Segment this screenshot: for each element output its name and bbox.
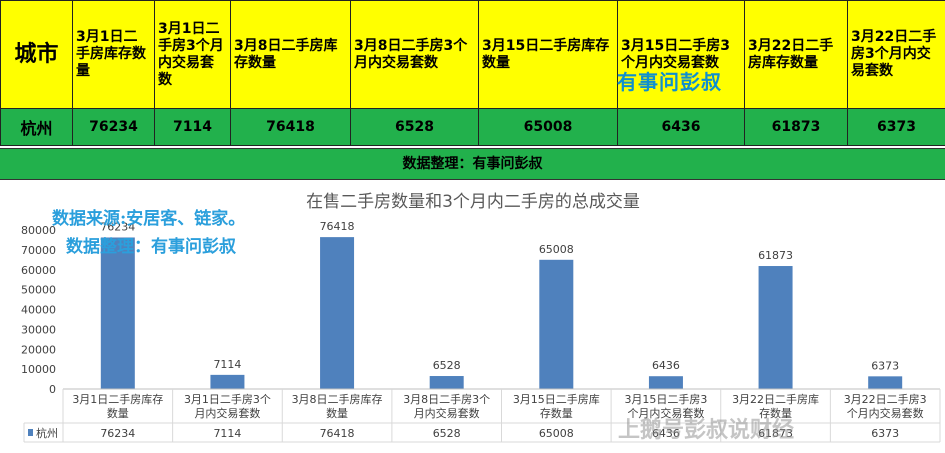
y-tick-label: 30000 (21, 323, 56, 336)
table-value: 76418 (320, 427, 355, 440)
y-tick-label: 40000 (21, 304, 56, 317)
header-cell: 3月1日二手房库存数量 (72, 0, 155, 109)
x-tick-label: 3月15日二手房库存数量 (513, 392, 600, 420)
value-cell: 76234 (72, 108, 155, 146)
legend-key (28, 429, 33, 436)
value-cell: 65008 (478, 108, 618, 146)
y-tick-label: 20000 (21, 343, 56, 356)
x-tick-label: 3月1日二手房3个月内交易套数 (184, 392, 271, 420)
header-cell: 3月15日二手房3个月内交易套数 (617, 0, 745, 109)
header-cell: 3月8日二手房库存数量 (230, 0, 351, 109)
bar (320, 237, 355, 389)
x-tick-label: 3月8日二手房3个月内交易套数 (403, 392, 490, 420)
header-cell: 3月22日二手房库存数量 (744, 0, 848, 109)
y-tick-label: 0 (49, 383, 56, 396)
bar (210, 374, 245, 389)
table-value: 6436 (652, 427, 680, 440)
table-value: 65008 (539, 427, 574, 440)
data-label: 76234 (100, 220, 135, 233)
value-cell: 6436 (617, 108, 745, 146)
x-tick-label: 3月1日二手房库存数量 (72, 392, 163, 420)
watermark-bottom: 上鹅号彭叔说财经 (618, 418, 795, 443)
x-tick-label: 3月8日二手房库存数量 (292, 392, 383, 420)
bar (758, 266, 793, 389)
data-label: 6373 (871, 359, 899, 372)
bar (868, 376, 903, 389)
data-label: 6528 (433, 359, 461, 372)
bar (539, 259, 574, 389)
data-label: 61873 (758, 249, 793, 262)
bar (100, 237, 135, 389)
chart-title: 在售二手房数量和3个月内二手房的总成交量 (306, 192, 640, 212)
table-value: 61873 (758, 427, 793, 440)
value-cell: 6373 (847, 108, 945, 146)
x-tick-label: 3月22日二手房库存数量 (732, 392, 819, 420)
header-cell: 3月1日二手房3个月内交易套数 (154, 0, 231, 109)
table-value: 6528 (433, 427, 461, 440)
table-value: 6373 (871, 427, 899, 440)
value-row: 杭州 76234 7114 76418 6528 65008 6436 6187… (0, 108, 945, 146)
watermark-compiled: 数据整理：有事问彭叔 (66, 237, 236, 257)
table-value: 76234 (100, 427, 135, 440)
credit-bar: 数据整理：有事问彭叔 (0, 148, 945, 180)
y-tick-label: 50000 (21, 284, 56, 297)
value-cell: 76418 (230, 108, 351, 146)
city-header: 城市 (0, 0, 73, 109)
data-label: 65008 (539, 243, 574, 256)
watermark-source: 数据来源:安居客、链家。 (52, 209, 246, 229)
bar (648, 376, 683, 389)
value-cell: 7114 (154, 108, 231, 146)
header-cell: 3月8日二手房3个月内交易套数 (350, 0, 479, 109)
header-cell: 3月15日二手房库存数量 (478, 0, 618, 109)
value-cell: 6528 (350, 108, 479, 146)
y-tick-label: 10000 (21, 363, 56, 376)
x-tick-label: 3月15日二手房3 个月内交易套数 (624, 392, 707, 420)
table-value: 7114 (213, 427, 241, 440)
bar (429, 376, 464, 389)
data-label: 6436 (652, 359, 680, 372)
y-tick-label: 70000 (21, 244, 56, 257)
data-label: 7114 (213, 358, 241, 371)
y-tick-label: 80000 (21, 224, 56, 237)
header-row: 城市 3月1日二手房库存数量 3月1日二手房3个月内交易套数 3月8日二手房库存… (0, 0, 945, 109)
bar-chart: 在售二手房数量和3个月内二手房的总成交量 0 10000 20000 30000 4000… (21, 192, 941, 443)
legend-series-name: 杭州 (36, 426, 58, 440)
x-tick-label: 3月22日二手房3 个月内交易套数 (844, 392, 927, 420)
header-cell: 3月22日二手房3个月内交易套数 (847, 0, 945, 109)
data-table: 城市 3月1日二手房库存数量 3月1日二手房3个月内交易套数 3月8日二手房库存… (0, 0, 945, 146)
city-cell: 杭州 (0, 108, 73, 146)
y-tick-label: 60000 (21, 264, 56, 277)
overlay-author-text: 有事问彭叔 (617, 70, 722, 94)
data-label: 76418 (320, 220, 355, 233)
value-cell: 61873 (744, 108, 848, 146)
